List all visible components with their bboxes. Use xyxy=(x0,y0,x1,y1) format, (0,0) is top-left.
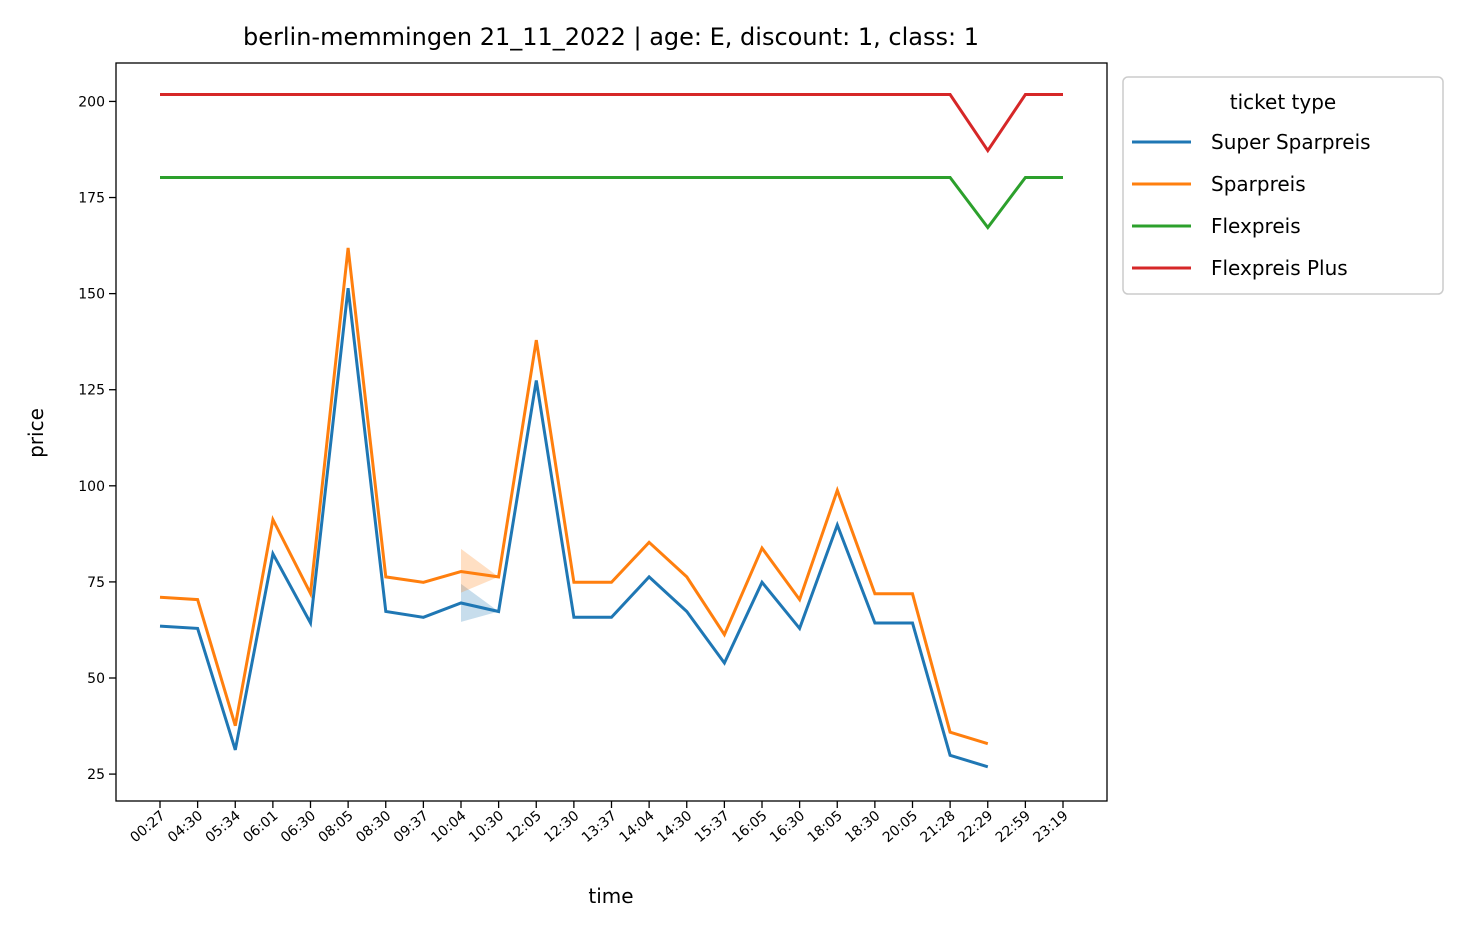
x-tick-label-4: 06:30 xyxy=(278,808,319,846)
legend-title: ticket type xyxy=(1230,90,1336,114)
legend-entry-3: Flexpreis Plus xyxy=(1211,256,1348,280)
confidence-band-0 xyxy=(461,583,499,622)
legend-entry-2: Flexpreis xyxy=(1211,214,1301,238)
series-line-2 xyxy=(160,176,1063,230)
x-tick-label-11: 12:30 xyxy=(541,808,582,846)
x-tick-label-18: 18:05 xyxy=(805,808,846,846)
y-axis-label: price xyxy=(24,408,48,458)
x-tick-label-6: 08:30 xyxy=(353,808,394,846)
x-tick-label-20: 20:05 xyxy=(880,808,921,846)
x-tick-label-12: 13:37 xyxy=(579,808,620,846)
y-tick-label-0: 25 xyxy=(87,767,105,783)
series-line-1 xyxy=(159,247,989,746)
series-line-3 xyxy=(160,93,1063,154)
series-line-0 xyxy=(159,288,989,769)
x-tick-label-22: 22:29 xyxy=(955,808,996,846)
chart-title: berlin-memmingen 21_11_2022 | age: E, di… xyxy=(243,23,979,51)
x-tick-label-23: 22:59 xyxy=(993,808,1034,846)
x-tick-label-21: 21:28 xyxy=(917,808,958,846)
x-tick-label-17: 16:30 xyxy=(767,808,808,846)
y-tick-label-4: 125 xyxy=(78,383,105,399)
x-tick-label-0: 00:27 xyxy=(127,808,168,846)
x-tick-label-16: 16:05 xyxy=(729,808,770,846)
x-tick-label-10: 12:05 xyxy=(504,808,545,846)
y-tick-label-2: 75 xyxy=(87,575,105,591)
plot-area xyxy=(159,93,1063,769)
legend-box xyxy=(1122,76,1444,295)
x-tick-label-1: 04:30 xyxy=(165,808,206,846)
x-tick-label-7: 09:37 xyxy=(391,808,432,846)
x-tick-label-3: 06:01 xyxy=(240,808,281,846)
x-tick-label-15: 15:37 xyxy=(692,808,733,846)
legend-entry-1: Sparpreis xyxy=(1211,172,1306,196)
legend: ticket type Super Sparpreis Sparpreis Flexp… xyxy=(1122,76,1444,295)
plot-frame xyxy=(115,62,1108,802)
x-tick-label-5: 08:05 xyxy=(315,808,356,846)
x-tick-label-24: 23:19 xyxy=(1030,808,1071,846)
y-tick-label-7: 200 xyxy=(78,94,105,110)
confidence-band-1 xyxy=(461,548,499,593)
y-tick-label-5: 150 xyxy=(78,287,105,303)
legend-entry-0: Super Sparpreis xyxy=(1211,130,1371,154)
y-tick-label-6: 175 xyxy=(78,191,105,207)
y-tick-label-1: 50 xyxy=(87,671,105,687)
x-axis-label: time xyxy=(588,884,633,908)
x-tick-label-14: 14:30 xyxy=(654,808,695,846)
x-tick-label-9: 10:30 xyxy=(466,808,507,846)
x-tick-label-19: 18:30 xyxy=(842,808,883,846)
x-tick-label-13: 14:04 xyxy=(616,808,657,846)
x-tick-label-2: 05:34 xyxy=(203,808,244,846)
y-tick-label-3: 100 xyxy=(78,479,105,495)
x-tick-label-8: 10:04 xyxy=(428,808,469,846)
